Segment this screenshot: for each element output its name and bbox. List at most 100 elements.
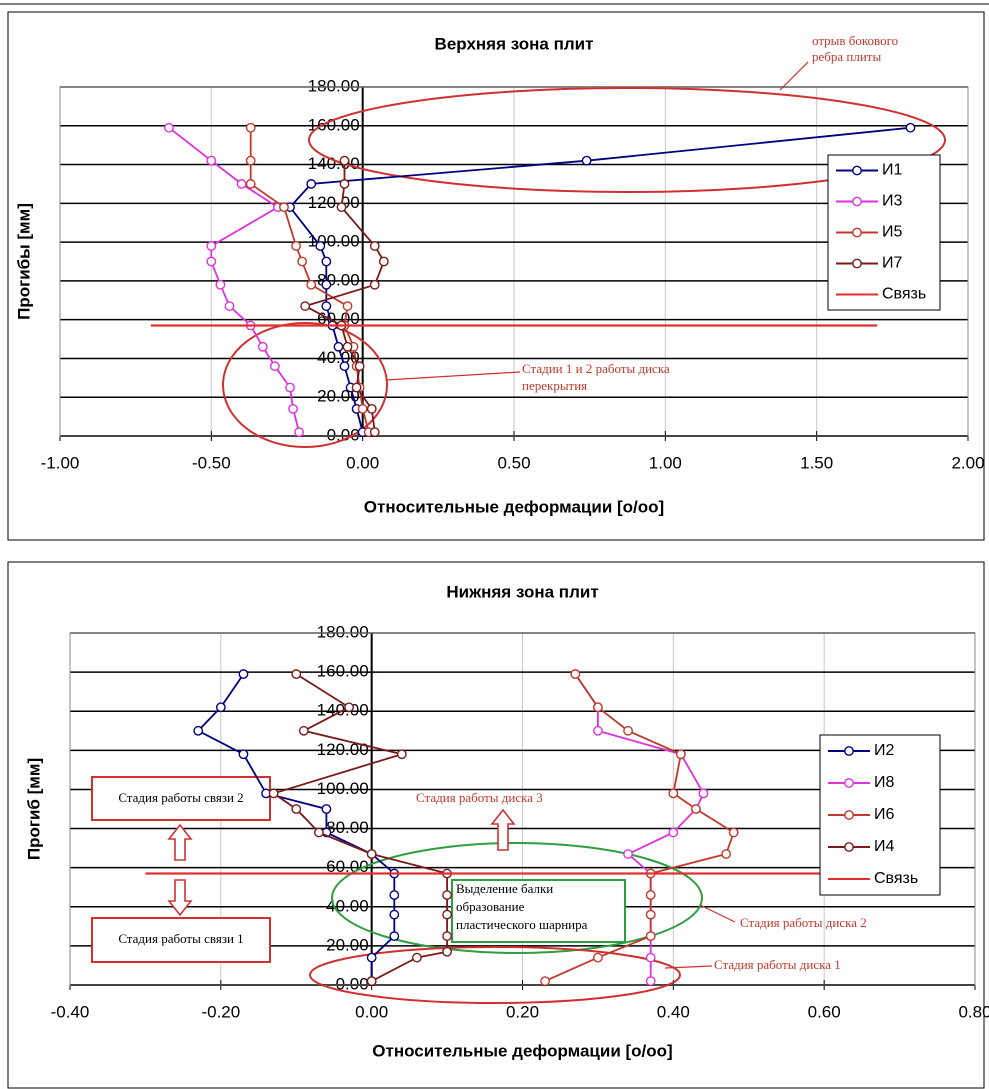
data-point <box>245 122 256 133</box>
data-point <box>645 890 656 900</box>
data-point <box>396 749 407 760</box>
data-point <box>294 427 305 438</box>
x-tick-label: -1.00 <box>41 453 80 472</box>
plot-border <box>59 86 969 437</box>
legend-label: Связь <box>882 286 926 303</box>
annotation-arrow <box>167 879 193 917</box>
annotation-leader <box>779 61 809 91</box>
data-point <box>339 361 350 372</box>
chart-frame <box>7 11 985 541</box>
data-point <box>389 909 400 920</box>
data-point <box>389 890 400 900</box>
x-tick-label: -0.50 <box>192 453 231 472</box>
y-tick-label: 180.00 <box>317 622 369 641</box>
data-point <box>698 788 709 799</box>
data-point <box>257 341 268 352</box>
y-tick-label: 40.00 <box>317 348 360 367</box>
data-point <box>593 725 603 736</box>
data-point <box>313 827 324 838</box>
annotation-ellipse <box>222 322 388 448</box>
legend-marker <box>844 778 854 788</box>
x-axis-label: Относительные деформации [о/оо] <box>364 497 664 516</box>
annotation-text: Стадии 1 и 2 работы диска <box>522 361 670 376</box>
annotation-box <box>451 879 626 943</box>
legend-marker <box>852 165 862 176</box>
data-point <box>366 403 377 414</box>
annotation-text: образование <box>456 899 525 914</box>
data-point <box>321 804 332 814</box>
chart-title: Верхняя зона плит <box>435 34 594 53</box>
annotation-ellipse <box>308 87 946 193</box>
annotation-text: Стадия работы диска 1 <box>714 957 841 972</box>
data-point <box>268 788 279 799</box>
data-point <box>623 849 633 859</box>
data-point <box>215 279 226 290</box>
data-point <box>238 669 249 679</box>
data-point <box>245 179 256 189</box>
annotation-text: Стадия работы диска 3 <box>416 790 543 805</box>
x-tick-label: 0.00 <box>355 1002 388 1021</box>
legend-marker <box>852 258 862 269</box>
y-tick-label: 140.00 <box>308 154 360 173</box>
y-tick-label: 120.00 <box>317 740 369 759</box>
data-point <box>369 241 380 251</box>
data-point <box>339 155 350 166</box>
x-tick-label: 0.50 <box>497 453 530 472</box>
y-axis-label: Прогиб [мм] <box>24 758 43 860</box>
annotation-text: Стадия работы диска 2 <box>740 915 867 930</box>
y-tick-label: 60.00 <box>326 857 369 876</box>
legend-label: И6 <box>874 806 895 823</box>
legend-marker <box>844 746 854 756</box>
x-tick-label: 2.00 <box>951 453 984 472</box>
data-point <box>369 279 380 290</box>
data-point <box>291 669 302 679</box>
legend-label: И8 <box>874 774 895 791</box>
data-point <box>442 890 452 900</box>
data-point <box>668 827 679 838</box>
legend-label: И3 <box>882 193 903 210</box>
data-point <box>269 361 280 372</box>
data-point <box>378 256 389 267</box>
chart-title: Нижняя зона плит <box>446 582 598 601</box>
data-point <box>645 952 656 963</box>
annotation-text: перекрытия <box>522 378 587 393</box>
data-point <box>540 976 551 986</box>
data-point <box>306 179 317 189</box>
y-tick-label: 160.00 <box>317 662 369 681</box>
data-point <box>206 241 217 251</box>
legend-marker <box>852 227 862 238</box>
annotation-leader <box>699 904 736 923</box>
data-point <box>570 669 581 679</box>
annotation-text: Стадия работы связи 2 <box>118 790 243 805</box>
data-point <box>288 403 298 414</box>
y-tick-label: 180.00 <box>308 76 360 95</box>
y-tick-label: 0.00 <box>336 974 369 993</box>
legend-label: И2 <box>874 742 895 759</box>
data-point <box>721 849 732 859</box>
x-axis-label: Относительные деформации [о/оо] <box>372 1041 672 1060</box>
y-axis-label: Прогибы [мм] <box>14 203 33 320</box>
annotation-text: Выделение балки <box>456 881 553 896</box>
legend-marker <box>844 810 854 820</box>
data-point <box>215 702 226 713</box>
data-point <box>238 749 249 760</box>
data-point <box>291 241 301 251</box>
data-point <box>300 301 311 311</box>
data-point <box>342 301 353 311</box>
plot-border <box>69 632 976 986</box>
data-point <box>645 909 656 920</box>
data-point <box>206 155 217 166</box>
legend-label: И4 <box>874 838 895 855</box>
x-tick-label: 0.40 <box>657 1002 690 1021</box>
y-tick-label: 20.00 <box>326 935 369 954</box>
data-point <box>593 702 603 713</box>
x-tick-label: -0.20 <box>201 1002 240 1021</box>
y-tick-label: 160.00 <box>308 115 360 134</box>
data-point <box>298 725 309 736</box>
data-point <box>321 301 332 311</box>
data-point <box>333 341 344 352</box>
x-tick-label: 1.00 <box>649 453 682 472</box>
data-point <box>389 931 400 942</box>
data-point <box>236 179 247 189</box>
